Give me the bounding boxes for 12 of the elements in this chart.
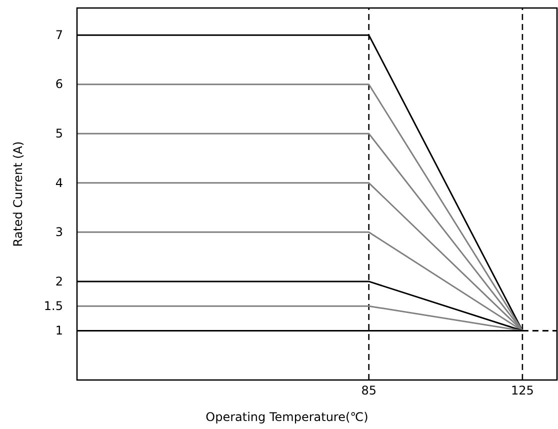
y-tick-label: 6 bbox=[55, 77, 63, 92]
x-tick-label: 85 bbox=[361, 384, 376, 398]
y-tick-label: 4 bbox=[55, 176, 63, 190]
y-tick-label: 5 bbox=[55, 126, 63, 140]
y-tick-label: 1 bbox=[55, 324, 63, 338]
y-tick-label: 3 bbox=[55, 225, 63, 240]
y-axis-title: Rated Current (A) bbox=[11, 141, 25, 247]
x-tick-label: 125 bbox=[510, 384, 534, 398]
y-tick-label: 2 bbox=[55, 274, 63, 288]
y-tick-label: 7 bbox=[55, 28, 63, 42]
y-tick-label: 1.5 bbox=[44, 298, 63, 313]
x-axis-title: Operating Temperature(℃) bbox=[206, 410, 368, 424]
